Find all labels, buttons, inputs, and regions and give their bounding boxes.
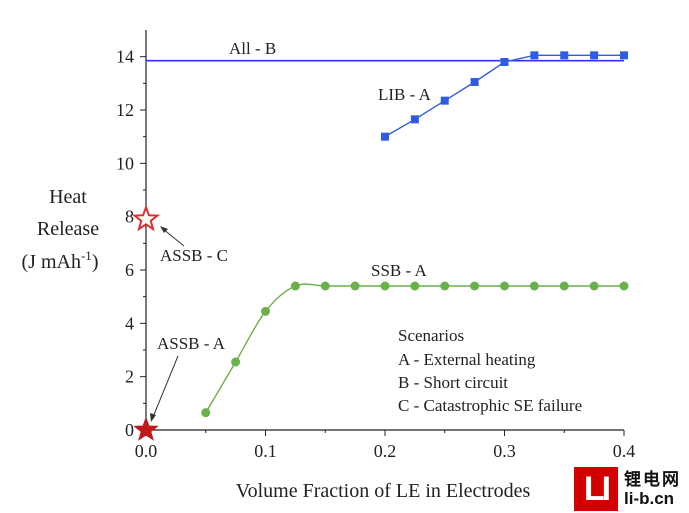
- data-point-ssb-a: [350, 281, 360, 291]
- series-layer: [146, 51, 629, 418]
- assb-c-arrow: [160, 226, 185, 247]
- assb-a-arrow: [150, 355, 179, 422]
- data-point-ssb-a: [231, 357, 241, 367]
- data-point-ssb-a: [201, 408, 211, 418]
- y-axis-title-line2: Release: [37, 218, 99, 240]
- data-point-lib-a: [410, 115, 419, 124]
- star-point-assb-c: [131, 204, 161, 232]
- data-point-ssb-a: [559, 281, 569, 291]
- scenarios-title: Scenarios: [398, 326, 464, 345]
- data-point-ssb-a: [261, 306, 270, 316]
- y-tick-label: 8: [125, 207, 134, 227]
- x-tick-label: 0.2: [374, 441, 397, 461]
- data-point-lib-a: [470, 78, 479, 86]
- y-tick-label: 6: [125, 260, 134, 280]
- data-point-lib-a: [381, 132, 389, 141]
- data-point-ssb-a: [619, 281, 629, 291]
- x-tick-label: 0.0: [135, 441, 158, 461]
- y-tick-label: 0: [125, 420, 134, 440]
- watermark: LI 锂电网 li-b.cn: [574, 465, 689, 513]
- data-point-ssb-a: [500, 281, 509, 291]
- data-point-lib-a: [620, 51, 628, 60]
- y-tick-label: 4: [125, 313, 134, 333]
- y-axis-title-unit: (J mAh: [22, 251, 81, 273]
- data-point-ssb-a: [320, 281, 330, 291]
- data-point-ssb-a: [589, 281, 599, 291]
- data-point-lib-a: [530, 51, 539, 60]
- data-point-lib-a: [560, 51, 569, 60]
- points-layer: [131, 204, 161, 441]
- data-point-ssb-a: [440, 281, 450, 291]
- scenarios-legend: Scenarios A - External heating B - Short…: [398, 326, 582, 415]
- x-tick-label: 0.4: [613, 441, 636, 461]
- star-point-assb-a: [133, 416, 159, 441]
- data-point-ssb-a: [290, 281, 300, 291]
- label-assb-a: ASSB - A: [157, 334, 226, 353]
- label-ssb-a: SSB - A: [371, 261, 427, 280]
- watermark-url: li-b.cn: [624, 489, 675, 508]
- scenario-item: B - Short circuit: [398, 373, 508, 392]
- y-axis-title-close: ): [92, 251, 99, 273]
- series-line-ssb-a: [205, 283, 624, 414]
- ticks: 0 2 4 6 8 10 12 14 0.0 0.1 0.2 0.3 0.4: [116, 47, 635, 461]
- x-tick-label: 0.3: [493, 441, 516, 461]
- scenario-item: C - Catastrophic SE failure: [398, 396, 582, 415]
- y-axis-title-line3: (J mAh-1): [22, 248, 99, 273]
- data-point-ssb-a: [410, 281, 420, 291]
- data-point-ssb-a: [380, 281, 390, 291]
- scenario-item: A - External heating: [398, 350, 536, 369]
- data-point-lib-a: [440, 96, 449, 105]
- y-tick-label: 12: [116, 100, 134, 120]
- watermark-logo: LI: [574, 467, 618, 511]
- label-all-b: All - B: [229, 39, 276, 58]
- x-axis-title: Volume Fraction of LE in Electrodes: [236, 480, 531, 502]
- y-axis-title-line1: Heat: [49, 186, 87, 208]
- x-tick-label: 0.1: [254, 441, 277, 461]
- y-tick-label: 2: [125, 367, 134, 387]
- y-axis-title-exp: -1: [81, 248, 92, 263]
- label-lib-a: LIB - A: [378, 85, 432, 104]
- y-tick-label: 10: [116, 153, 134, 173]
- y-tick-label: 14: [116, 47, 134, 67]
- data-point-lib-a: [590, 51, 599, 60]
- watermark-cn-text: 锂电网: [624, 470, 681, 490]
- data-point-lib-a: [500, 58, 509, 66]
- label-assb-c: ASSB - C: [160, 246, 228, 265]
- data-point-ssb-a: [529, 281, 539, 291]
- data-point-ssb-a: [470, 281, 480, 291]
